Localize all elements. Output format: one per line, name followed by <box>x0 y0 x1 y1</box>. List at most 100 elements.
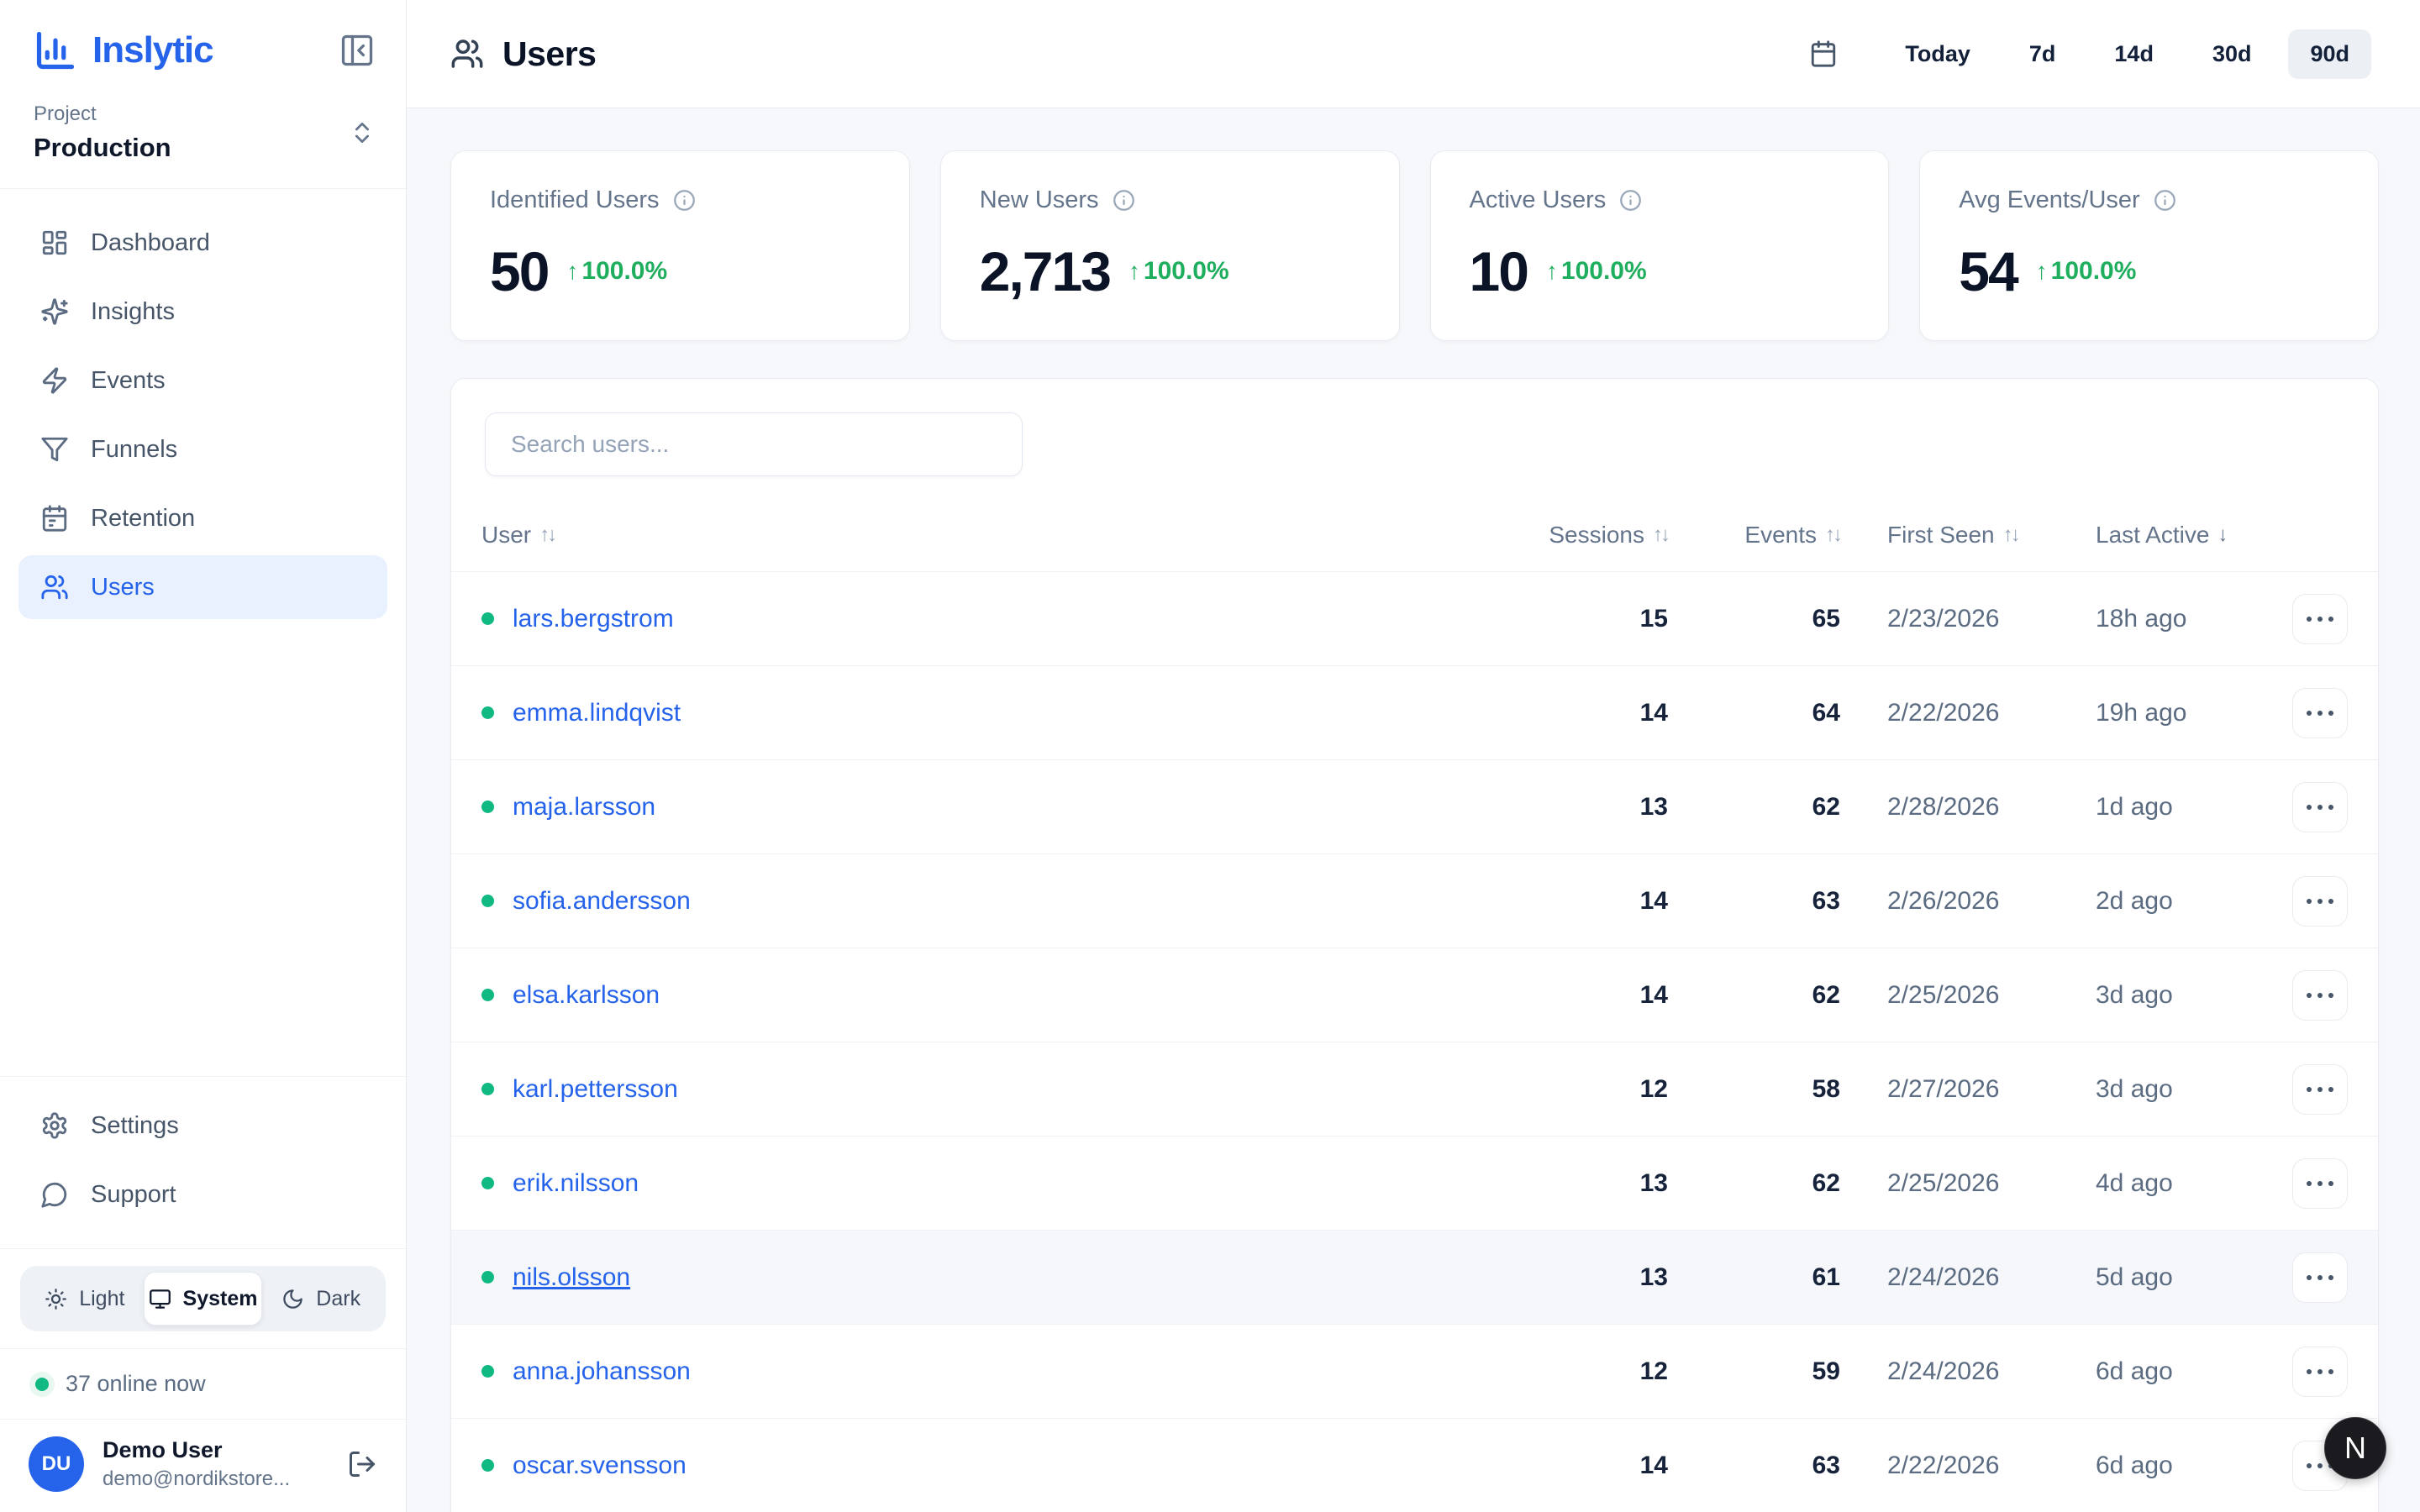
events-cell: 58 <box>1812 1074 1840 1103</box>
user-link[interactable]: karl.pettersson <box>513 1074 678 1103</box>
range-button-90d[interactable]: 90d <box>2288 29 2371 79</box>
theme-option-label: Light <box>79 1286 125 1310</box>
online-dot-icon <box>481 895 494 907</box>
last-active-cell: 5d ago <box>2096 1263 2173 1291</box>
user-link[interactable]: maja.larsson <box>513 792 656 821</box>
account-row[interactable]: DU Demo User demo@nordikstore... <box>0 1419 406 1512</box>
row-actions-button[interactable] <box>2292 875 2348 927</box>
sidebar-item-insights[interactable]: Insights <box>18 280 387 344</box>
row-actions-button[interactable] <box>2292 687 2348 738</box>
events-cell: 62 <box>1812 1168 1840 1197</box>
stat-value: 54 <box>1959 240 2018 302</box>
stat-label: Avg Events/User <box>1959 186 2140 213</box>
stat-card-avg-events: Avg Events/User 54 ↑ 100.0% <box>1919 150 2379 341</box>
row-actions-button[interactable] <box>2292 1346 2348 1397</box>
panel-collapse-icon <box>339 32 376 69</box>
theme-option-light[interactable]: Light <box>26 1272 144 1326</box>
info-icon[interactable] <box>2154 189 2176 212</box>
table-row[interactable]: erik.nilsson 13 62 2/25/2026 4d ago <box>451 1137 2378 1231</box>
sidebar-item-funnels[interactable]: Funnels <box>18 417 387 481</box>
last-active-cell: 19h ago <box>2096 698 2187 727</box>
stat-trend: ↑ 100.0% <box>1128 257 1229 285</box>
column-header-first-seen[interactable]: First Seen ↑↓ <box>1887 521 2021 548</box>
sidebar-item-label: Retention <box>91 504 196 532</box>
table-row[interactable]: anna.johansson 12 59 2/24/2026 6d ago <box>451 1325 2378 1419</box>
sidebar-item-retention[interactable]: Retention <box>18 486 387 550</box>
range-button-today[interactable]: Today <box>1883 29 1992 79</box>
row-actions-button[interactable] <box>2292 781 2348 832</box>
sessions-cell: 15 <box>1639 604 1668 633</box>
sidebar-item-support[interactable]: Support <box>18 1163 387 1226</box>
first-seen-cell: 2/25/2026 <box>1887 1168 2000 1197</box>
first-seen-cell: 2/26/2026 <box>1887 886 2000 915</box>
user-link[interactable]: anna.johansson <box>513 1357 691 1385</box>
theme-option-label: Dark <box>316 1286 361 1310</box>
sessions-cell: 14 <box>1639 1451 1668 1479</box>
user-link[interactable]: oscar.svensson <box>513 1451 687 1479</box>
trend-up-icon: ↑ <box>1545 258 1558 284</box>
date-picker-button[interactable] <box>1801 31 1846 76</box>
info-icon[interactable] <box>673 189 696 212</box>
sidebar-header: Inslytic Project Production <box>0 0 406 189</box>
events-cell: 63 <box>1812 1451 1840 1479</box>
sidebar-item-settings[interactable]: Settings <box>18 1094 387 1158</box>
nextjs-dev-button[interactable]: N <box>2324 1417 2386 1479</box>
row-actions-button[interactable] <box>2292 969 2348 1021</box>
sort-icon: ↑↓ <box>1825 522 1843 546</box>
logo-chart-icon <box>34 29 77 72</box>
column-header-sessions[interactable]: Sessions ↑↓ <box>1549 521 1670 548</box>
table-row[interactable]: oscar.svensson 14 63 2/22/2026 6d ago <box>451 1419 2378 1512</box>
last-active-cell: 18h ago <box>2096 604 2187 633</box>
last-active-cell: 6d ago <box>2096 1451 2173 1479</box>
sidebar-item-dashboard[interactable]: Dashboard <box>18 211 387 275</box>
range-button-7d[interactable]: 7d <box>2007 29 2078 79</box>
stat-value: 50 <box>490 240 550 302</box>
sidebar-item-label: Support <box>91 1180 176 1208</box>
table-row[interactable]: elsa.karlsson 14 62 2/25/2026 3d ago <box>451 948 2378 1042</box>
row-actions-button[interactable] <box>2292 1158 2348 1209</box>
table-row[interactable]: maja.larsson 13 62 2/28/2026 1d ago <box>451 760 2378 854</box>
logout-button[interactable] <box>347 1449 377 1479</box>
sidebar-item-events[interactable]: Events <box>18 349 387 412</box>
column-header-last-active[interactable]: Last Active ↓ <box>2096 521 2228 548</box>
sidebar-item-users[interactable]: Users <box>18 555 387 619</box>
column-header-events[interactable]: Events ↑↓ <box>1744 521 1843 548</box>
row-actions-button[interactable] <box>2292 1252 2348 1303</box>
last-active-cell: 2d ago <box>2096 886 2173 915</box>
table-row[interactable]: emma.lindqvist 14 64 2/22/2026 19h ago <box>451 666 2378 760</box>
range-button-14d[interactable]: 14d <box>2092 29 2175 79</box>
row-actions-button[interactable] <box>2292 1063 2348 1115</box>
search-input[interactable] <box>485 412 1023 476</box>
trend-up-icon: ↑ <box>2035 258 2048 284</box>
row-actions-button[interactable] <box>2292 593 2348 644</box>
theme-option-label: System <box>182 1286 258 1310</box>
table-row[interactable]: lars.bergstrom 15 65 2/23/2026 18h ago <box>451 572 2378 666</box>
user-link[interactable]: erik.nilsson <box>513 1168 639 1197</box>
info-icon[interactable] <box>1113 189 1135 212</box>
column-header-user[interactable]: User ↑↓ <box>481 521 557 548</box>
user-link[interactable]: sofia.andersson <box>513 886 691 915</box>
user-link[interactable]: lars.bergstrom <box>513 604 674 633</box>
table-row[interactable]: sofia.andersson 14 63 2/26/2026 2d ago <box>451 854 2378 948</box>
sidebar-item-label: Events <box>91 366 166 394</box>
sessions-cell: 13 <box>1639 1263 1668 1291</box>
last-active-cell: 4d ago <box>2096 1168 2173 1197</box>
table-row[interactable]: nils.olsson 13 61 2/24/2026 5d ago <box>451 1231 2378 1325</box>
project-selector[interactable]: Project Production <box>34 102 376 163</box>
online-dot-icon <box>481 1365 494 1378</box>
user-link[interactable]: elsa.karlsson <box>513 980 660 1009</box>
calendar-icon <box>40 504 69 533</box>
table-row[interactable]: karl.pettersson 12 58 2/27/2026 3d ago <box>451 1042 2378 1137</box>
user-link[interactable]: emma.lindqvist <box>513 698 681 727</box>
online-dot-icon <box>481 801 494 813</box>
range-button-30d[interactable]: 30d <box>2191 29 2274 79</box>
info-icon[interactable] <box>1619 189 1642 212</box>
theme-option-dark[interactable]: Dark <box>262 1272 380 1326</box>
users-title-icon <box>450 37 484 71</box>
online-dot-icon <box>481 1459 494 1472</box>
app-name: Inslytic <box>92 29 214 71</box>
table-body: lars.bergstrom 15 65 2/23/2026 18h ago e… <box>451 572 2378 1512</box>
user-link[interactable]: nils.olsson <box>513 1263 631 1291</box>
sidebar-collapse-button[interactable] <box>339 32 376 69</box>
theme-option-system[interactable]: System <box>143 1272 263 1326</box>
